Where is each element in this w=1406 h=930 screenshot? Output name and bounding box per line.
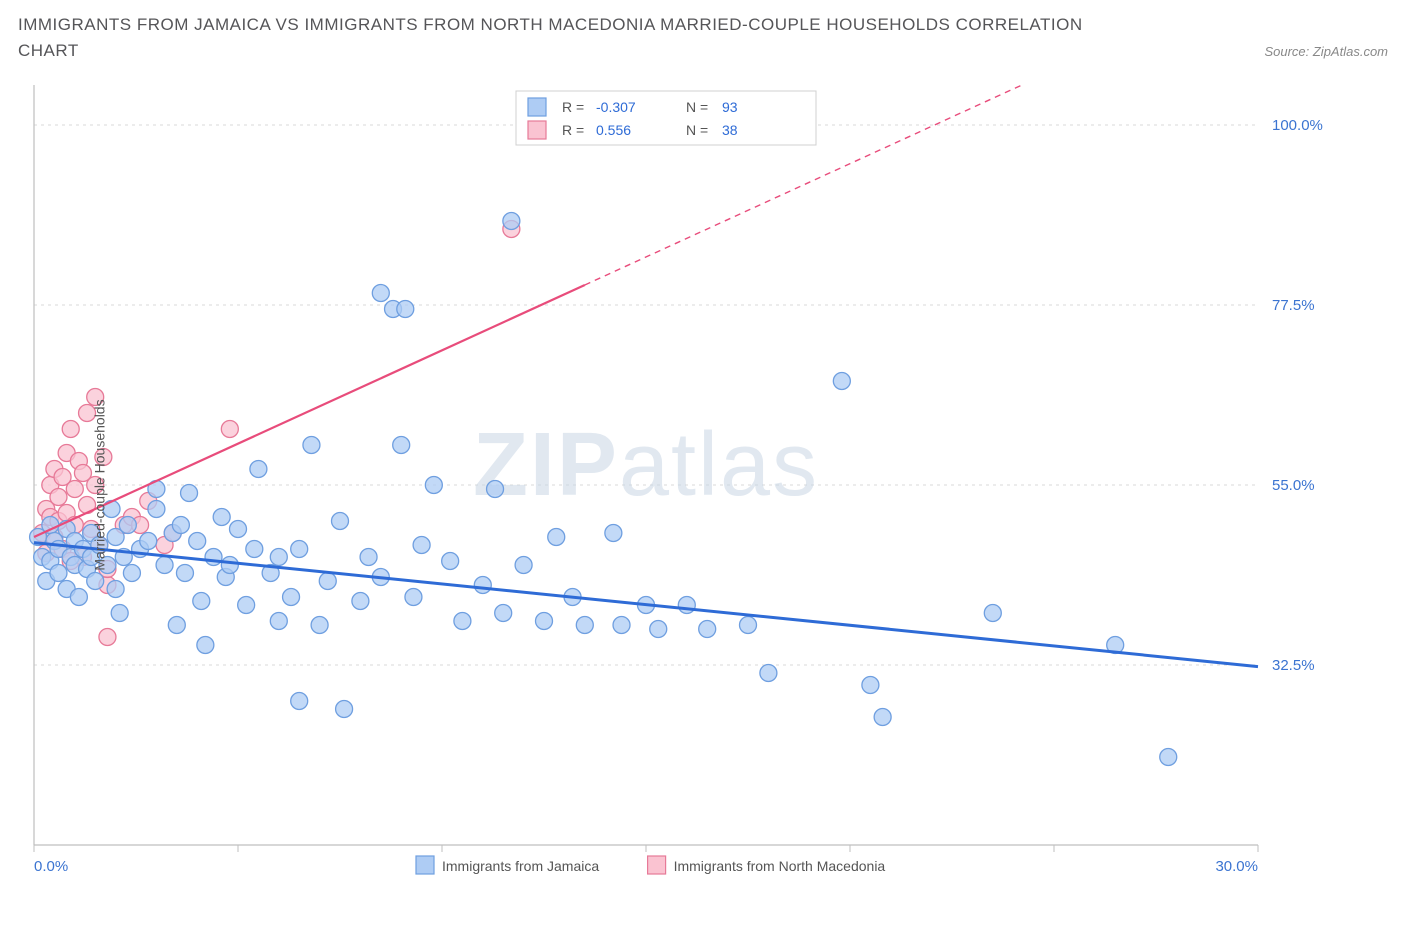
y-axis-label: Married-couple Households	[92, 399, 108, 570]
data-point	[454, 613, 471, 630]
stats-legend	[516, 91, 816, 145]
data-point	[123, 565, 140, 582]
data-point	[833, 373, 850, 390]
data-point	[213, 509, 230, 526]
data-point	[148, 501, 165, 518]
legend-n-label: N =	[686, 122, 708, 138]
data-point	[70, 589, 87, 606]
y-tick-label: 55.0%	[1272, 477, 1315, 494]
data-point	[425, 477, 442, 494]
y-tick-label: 77.5%	[1272, 297, 1315, 314]
data-point	[360, 549, 377, 566]
watermark: ZIPatlas	[473, 415, 819, 515]
data-point	[156, 557, 173, 574]
chart-title: IMMIGRANTS FROM JAMAICA VS IMMIGRANTS FR…	[18, 12, 1118, 63]
data-point	[62, 421, 79, 438]
data-point	[605, 525, 622, 542]
y-tick-label: 100.0%	[1272, 117, 1323, 134]
data-point	[189, 533, 206, 550]
x-tick-label: 0.0%	[34, 858, 68, 875]
data-point	[111, 605, 128, 622]
data-point	[495, 605, 512, 622]
legend-r-value: -0.307	[596, 99, 636, 115]
bottom-legend-swatch	[648, 856, 666, 874]
data-point	[503, 213, 520, 230]
data-point	[168, 617, 185, 634]
data-point	[760, 665, 777, 682]
data-point	[246, 541, 263, 558]
data-point	[99, 629, 116, 646]
data-point	[181, 485, 198, 502]
data-point	[699, 621, 716, 638]
data-point	[515, 557, 532, 574]
data-point	[107, 581, 124, 598]
data-point	[87, 573, 104, 590]
data-point	[140, 533, 157, 550]
data-point	[740, 617, 757, 634]
data-point	[536, 613, 553, 630]
data-point	[291, 693, 308, 710]
bottom-legend-label: Immigrants from Jamaica	[442, 858, 599, 874]
bottom-legend-label: Immigrants from North Macedonia	[674, 858, 886, 874]
legend-r-label: R =	[562, 99, 584, 115]
bottom-legend-swatch	[416, 856, 434, 874]
data-point	[193, 593, 210, 610]
data-point	[238, 597, 255, 614]
data-point	[205, 549, 222, 566]
data-point	[230, 521, 247, 538]
legend-n-label: N =	[686, 99, 708, 115]
data-point	[548, 529, 565, 546]
data-point	[650, 621, 667, 638]
header: IMMIGRANTS FROM JAMAICA VS IMMIGRANTS FR…	[18, 12, 1388, 63]
data-point	[393, 437, 410, 454]
data-point	[332, 513, 349, 530]
data-point	[1160, 749, 1177, 766]
data-point	[283, 589, 300, 606]
data-point	[405, 589, 422, 606]
data-point	[270, 549, 287, 566]
data-point	[250, 461, 267, 478]
data-point	[172, 517, 189, 534]
y-tick-label: 32.5%	[1272, 657, 1315, 674]
data-point	[352, 593, 369, 610]
source-attribution: Source: ZipAtlas.com	[1264, 44, 1388, 63]
data-point	[197, 637, 214, 654]
data-point	[442, 553, 459, 570]
legend-swatch	[528, 121, 546, 139]
x-tick-label: 30.0%	[1215, 858, 1258, 875]
data-point	[291, 541, 308, 558]
data-point	[50, 565, 67, 582]
data-point	[66, 481, 83, 498]
data-point	[176, 565, 193, 582]
data-point	[303, 437, 320, 454]
legend-r-value: 0.556	[596, 122, 631, 138]
data-point	[311, 617, 328, 634]
legend-n-value: 93	[722, 99, 738, 115]
data-point	[576, 617, 593, 634]
data-point	[413, 537, 430, 554]
data-point	[50, 489, 67, 506]
data-point	[42, 517, 59, 534]
chart-container: Married-couple Households ZIPatlas 0.0% 30…	[18, 75, 1388, 895]
data-point	[221, 421, 238, 438]
legend-r-label: R =	[562, 122, 584, 138]
data-point	[474, 577, 491, 594]
data-point	[487, 481, 504, 498]
legend-swatch	[528, 98, 546, 116]
data-point	[372, 285, 389, 302]
data-point	[984, 605, 1001, 622]
data-point	[397, 301, 414, 318]
data-point	[270, 613, 287, 630]
data-point	[119, 517, 136, 534]
data-point	[319, 573, 336, 590]
data-point	[874, 709, 891, 726]
data-point	[613, 617, 630, 634]
legend-n-value: 38	[722, 122, 738, 138]
scatter-chart: ZIPatlas 0.0% 30.0% 32.5% 55.0% 77.5% 100.0% R …	[18, 75, 1334, 895]
trend-line-jamaica	[34, 543, 1258, 667]
data-point	[862, 677, 879, 694]
data-point	[336, 701, 353, 718]
data-point	[221, 557, 238, 574]
data-point	[678, 597, 695, 614]
